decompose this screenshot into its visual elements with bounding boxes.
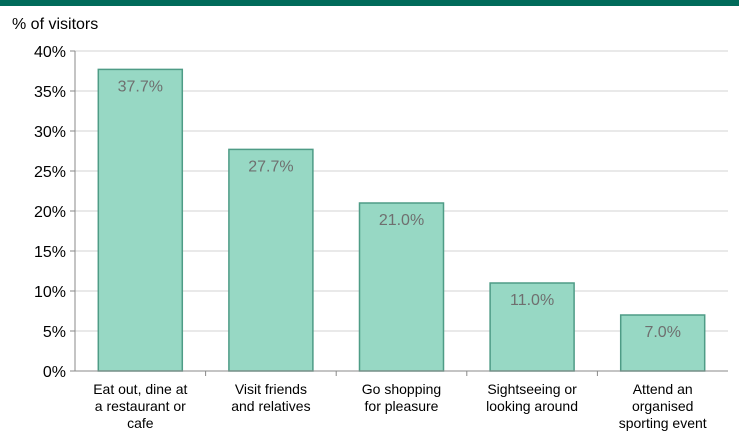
y-tick-label: 35% [34, 84, 66, 101]
bar [489, 282, 575, 372]
category-label: Eat out, dine at [93, 381, 187, 397]
y-axis-ticks: 0% 5% 10% 15% 20% 25% 30% 35% 40% [34, 44, 75, 381]
y-tick-label: 20% [34, 204, 66, 221]
y-tick-label: 5% [43, 324, 66, 341]
category-label: organised [632, 398, 694, 414]
data-label: 7.0% [644, 324, 680, 341]
category-label: looking around [486, 398, 578, 414]
bar [97, 68, 184, 372]
bar [228, 148, 314, 372]
x-axis [74, 51, 728, 376]
y-tick-label: 15% [34, 244, 66, 261]
bars [97, 68, 706, 372]
header-rule [0, 0, 739, 6]
y-tick-label: 25% [34, 164, 66, 181]
data-label: 27.7% [248, 158, 293, 175]
y-tick-label: 30% [34, 124, 66, 141]
data-label: 37.7% [118, 78, 163, 95]
category-label: cafe [127, 415, 154, 431]
bar [619, 314, 706, 372]
category-label: a restaurant or [95, 398, 186, 414]
bar [358, 202, 445, 372]
data-label: 21.0% [379, 212, 424, 229]
category-label: Sightseeing or [487, 381, 577, 397]
category-label: Attend an [633, 381, 693, 397]
category-label: Visit friends [235, 381, 307, 397]
y-tick-label: 0% [43, 364, 66, 381]
data-labels: 37.7% 27.7% 21.0% 11.0% 7.0% [118, 78, 681, 341]
category-label: and relatives [231, 398, 310, 414]
y-tick-label: 10% [34, 284, 66, 301]
category-label: for pleasure [365, 398, 439, 414]
category-label: Go shopping [362, 381, 441, 397]
category-label: sporting event [619, 415, 707, 431]
y-axis-unit-label: % of visitors [12, 16, 98, 33]
y-tick-label: 40% [34, 44, 66, 61]
data-label: 11.0% [510, 292, 554, 309]
